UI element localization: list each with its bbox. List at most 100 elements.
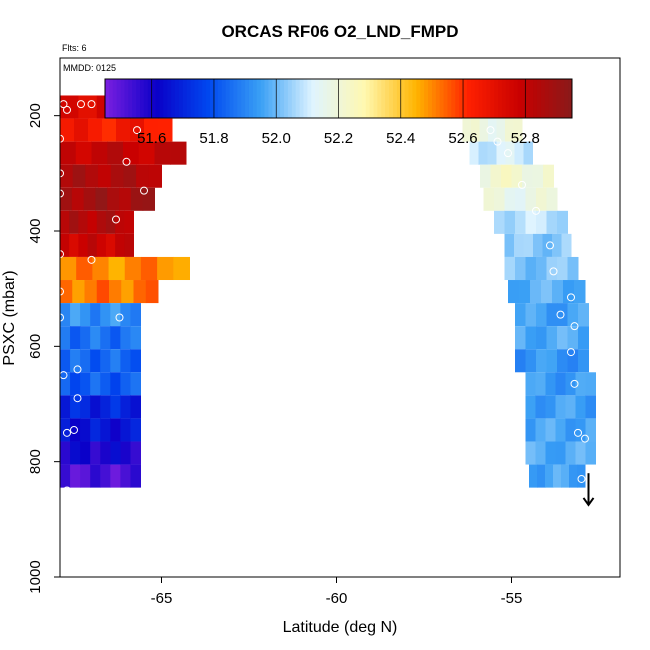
colorbar-segment <box>350 79 355 118</box>
north-cell <box>504 187 516 211</box>
y-tick-label: 800 <box>27 449 44 474</box>
colorbar-segment <box>509 79 515 118</box>
observation-point <box>63 105 71 114</box>
south-cell <box>80 372 91 396</box>
south-cell <box>124 210 134 234</box>
plot-frame <box>59 57 621 578</box>
colorbar-segment <box>229 79 234 118</box>
south-cell <box>120 418 131 442</box>
colorbar-tick-label: 52.4 <box>386 130 415 147</box>
south-cell <box>120 372 131 396</box>
south-cell <box>123 141 140 165</box>
observation-point <box>486 126 495 135</box>
north-cell <box>557 256 568 281</box>
north-cell <box>536 349 547 373</box>
north-cell <box>535 418 546 442</box>
colorbar-tick-label: 52.0 <box>262 130 291 147</box>
south-cell <box>133 280 147 304</box>
y-tick-label: 1000 <box>27 560 44 593</box>
colorbar-segment <box>213 79 219 118</box>
north-cell <box>508 280 520 304</box>
south-cell <box>100 303 111 327</box>
south-cell <box>60 303 71 327</box>
south-cell <box>60 233 70 257</box>
south-cell <box>90 464 101 488</box>
north-cell <box>578 303 589 327</box>
south-cell <box>124 256 142 281</box>
south-cell <box>158 118 173 142</box>
north-cell <box>480 164 491 188</box>
colorbar-segment <box>256 79 262 118</box>
x-axis: -65 -60 -55 <box>151 577 522 607</box>
south-cell <box>142 187 155 211</box>
colorbar-segment <box>498 79 503 118</box>
observation-point <box>574 428 582 437</box>
south-cell <box>115 233 125 257</box>
colorbar-segment <box>186 79 192 118</box>
south-cell <box>105 233 116 257</box>
north-cell <box>530 280 542 304</box>
south-cell <box>144 118 159 142</box>
north-cell <box>471 118 480 142</box>
south-cell <box>85 164 99 188</box>
y-tick-label: 600 <box>27 334 44 359</box>
north-cell <box>479 118 489 142</box>
colorbar-tick-label: 52.2 <box>324 130 353 147</box>
colorbar-segment <box>233 79 238 118</box>
north-cell <box>522 164 533 188</box>
south-cell <box>90 372 101 396</box>
colorbar-segment <box>163 79 168 118</box>
south-cell <box>124 233 134 257</box>
north-cell <box>567 326 579 350</box>
colorbar-segment <box>143 79 149 118</box>
colorbar-tick-label: 52.8 <box>511 130 540 147</box>
colorbar-segment <box>369 79 375 118</box>
north-cell <box>494 187 505 211</box>
north-cell <box>545 418 556 442</box>
north-cell <box>515 349 526 373</box>
colorbar-segment <box>178 79 184 118</box>
observation-point <box>546 241 554 250</box>
north-cell <box>494 210 505 234</box>
colorbar-segment <box>560 79 565 118</box>
south-cell <box>90 303 101 327</box>
colorbar-segment <box>501 79 507 118</box>
colorbar-segment <box>354 79 359 118</box>
colorbar-segment <box>171 79 176 118</box>
south-cell <box>154 141 171 165</box>
colorbar-segment <box>136 79 141 118</box>
north-cell <box>555 441 566 465</box>
observation-point <box>73 394 82 403</box>
south-cell <box>78 233 89 257</box>
colorbar-segment <box>264 79 269 118</box>
colorbar-segment <box>108 79 114 118</box>
south-cell <box>145 280 159 304</box>
south-cell <box>83 187 96 211</box>
colorbar-segment <box>490 79 495 118</box>
north-cell <box>536 326 547 350</box>
observation-point <box>70 425 78 434</box>
south-cell <box>70 441 81 465</box>
south-cell <box>60 395 71 419</box>
south-cell <box>70 303 81 327</box>
south-cell <box>130 372 141 396</box>
plot-area <box>56 95 596 507</box>
south-cell <box>78 210 89 234</box>
north-cell <box>504 210 516 234</box>
south-cell <box>130 326 141 350</box>
south-cell <box>110 441 121 465</box>
south-cell <box>90 349 101 373</box>
colorbar-segment <box>548 79 554 118</box>
north-cell <box>543 164 554 188</box>
south-cell <box>91 141 108 165</box>
north-cell <box>478 141 488 165</box>
observation-point <box>570 379 579 388</box>
south-cell <box>110 164 124 188</box>
north-cell <box>555 372 566 396</box>
colorbar-segment <box>221 79 227 118</box>
colorbar-segment <box>385 79 390 118</box>
colorbar-segment <box>322 79 328 118</box>
colorbar-segment <box>120 79 125 118</box>
south-cell <box>70 349 81 373</box>
south-cell <box>76 256 93 281</box>
